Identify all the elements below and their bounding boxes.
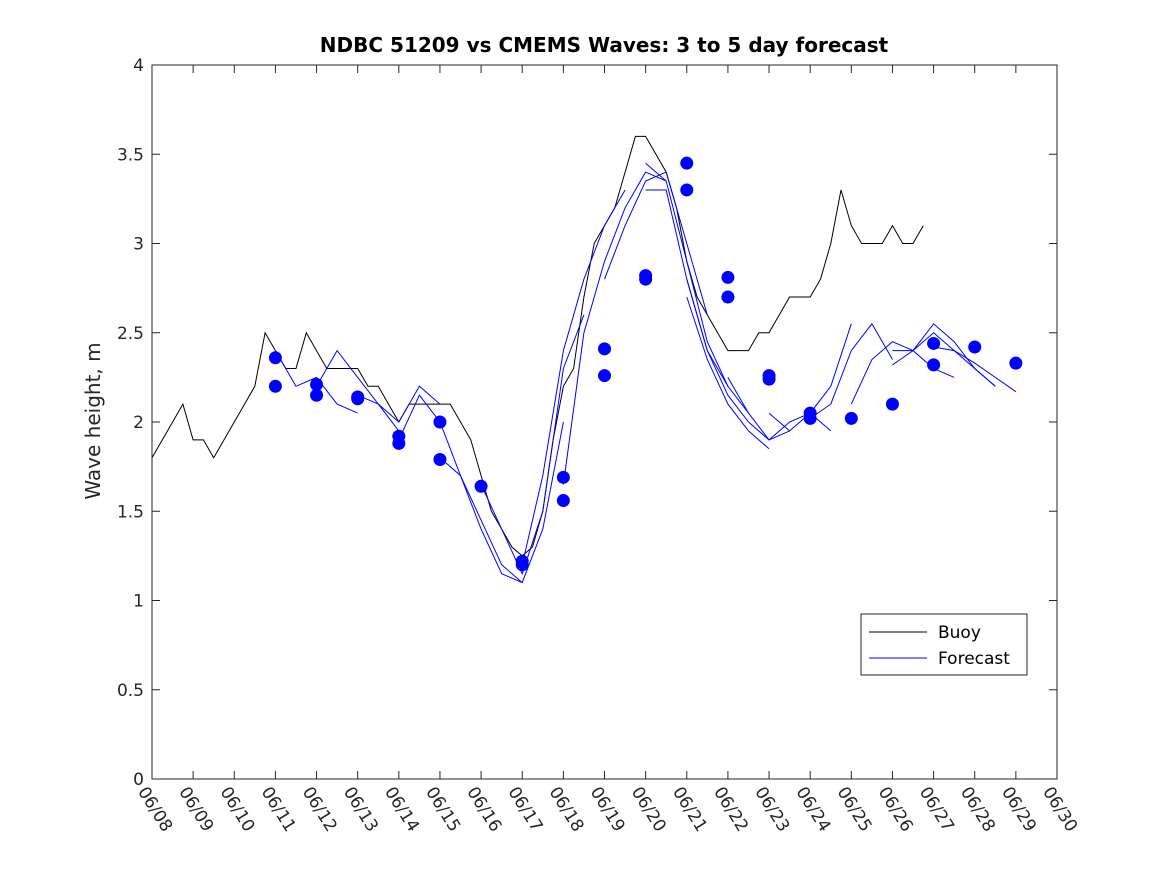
x-tick-label: 06/24 (791, 783, 834, 835)
x-tick-label: 06/21 (668, 783, 711, 835)
series-line-forecast-run-9 (604, 171, 708, 316)
forecast-marker (885, 397, 899, 411)
x-tick-label: 06/08 (133, 783, 176, 835)
forecast-marker (433, 415, 447, 429)
x-tick-label: 06/29 (997, 783, 1040, 835)
x-tick-label: 06/25 (833, 783, 876, 835)
series-line-forecast-run-1 (274, 350, 358, 414)
y-tick-label: 1 (133, 592, 144, 612)
y-tick-label: 4 (133, 56, 144, 76)
x-tick-label: 06/14 (380, 783, 423, 835)
x-tick-label: 06/22 (709, 783, 752, 835)
series-line-forecast-run-5 (439, 421, 564, 584)
forecast-marker (310, 388, 324, 402)
x-tick-label: 06/16 (462, 783, 505, 835)
x-tick-label: 06/10 (216, 783, 259, 835)
legend: Buoy Forecast (860, 613, 1028, 676)
y-tick-label: 0.5 (117, 681, 144, 701)
y-tick-label: 0 (133, 770, 144, 790)
x-tick-label: 06/17 (504, 783, 547, 835)
forecast-marker (721, 290, 735, 304)
series-line-forecast-run-14 (727, 377, 832, 441)
series-line-forecast-run-8 (562, 171, 667, 485)
forecast-marker (515, 558, 529, 572)
x-tick-label: 06/19 (586, 783, 629, 835)
series-line-forecast-run-2 (316, 349, 400, 432)
x-tick-label: 06/28 (956, 783, 999, 835)
series-line-forecast-run-12 (686, 279, 790, 441)
series-line-forecast-run-3 (357, 385, 441, 423)
series-line-buoy (151, 135, 924, 557)
y-tick-label: 2 (133, 413, 144, 433)
x-tick-label: 06/11 (257, 783, 300, 835)
plot-area (151, 135, 1023, 584)
forecast-marker (680, 183, 694, 197)
forecast-marker (556, 470, 570, 484)
forecast-marker (351, 392, 365, 406)
x-tick-label: 06/27 (915, 783, 958, 835)
chart-title: NDBC 51209 vs CMEMS Waves: 3 to 5 day fo… (320, 33, 889, 57)
legend-label: Forecast (938, 649, 1010, 669)
legend-box (860, 613, 1028, 676)
series-line-forecast-run-16 (809, 322, 893, 419)
forecast-marker (1009, 356, 1023, 370)
series-line-forecast-run-10 (645, 162, 749, 414)
y-tick-label: 1.5 (117, 502, 144, 522)
forecast-marker (927, 358, 941, 372)
forecast-marker (598, 342, 611, 356)
forecast-marker (968, 340, 982, 354)
forecast-marker (639, 272, 653, 286)
series-line-forecast-run-7 (521, 189, 626, 565)
forecast-marker (721, 270, 735, 284)
x-tick-label: 06/26 (874, 783, 917, 835)
y-tick-label: 3 (133, 235, 144, 255)
forecast-marker (310, 378, 324, 392)
series-line-forecast-run-6 (480, 314, 585, 576)
y-tick-label: 3.5 (117, 145, 144, 165)
forecast-marker (844, 411, 858, 425)
series-line-forecast-run-18 (892, 332, 996, 387)
x-tick-label: 06/12 (298, 783, 341, 835)
axes: 00.511.522.533.5406/0806/0906/1006/1106/… (117, 56, 1081, 836)
x-tick-label: 06/23 (750, 783, 793, 835)
forecast-marker (474, 479, 488, 493)
x-tick-label: 06/09 (174, 783, 217, 835)
series-line-forecast-run-4 (398, 394, 523, 584)
series-line-forecast-run-20 (933, 346, 1017, 393)
x-tick-label: 06/30 (1038, 783, 1081, 835)
x-tick-label: 06/13 (339, 783, 382, 835)
forecast-marker (433, 452, 447, 466)
forecast-marker (803, 411, 817, 425)
forecast-marker (762, 372, 776, 386)
forecast-marker (680, 156, 694, 170)
forecast-marker (268, 379, 282, 393)
forecast-marker (927, 336, 941, 350)
series-line-forecast-run-19 (892, 323, 996, 387)
forecast-marker (598, 369, 611, 383)
series-line-forecast-run-13 (686, 296, 770, 450)
x-tick-label: 06/18 (545, 783, 588, 835)
x-tick-label: 06/15 (421, 783, 464, 835)
y-axis-label: Wave height, m (81, 342, 105, 499)
legend-label: Buoy (938, 623, 981, 643)
forecast-marker (556, 494, 570, 508)
forecast-marker (268, 351, 282, 365)
x-tick-label: 06/20 (627, 783, 670, 835)
forecast-marker (392, 436, 406, 450)
series-line-forecast-run-11 (645, 189, 729, 387)
y-tick-label: 2.5 (117, 324, 144, 344)
